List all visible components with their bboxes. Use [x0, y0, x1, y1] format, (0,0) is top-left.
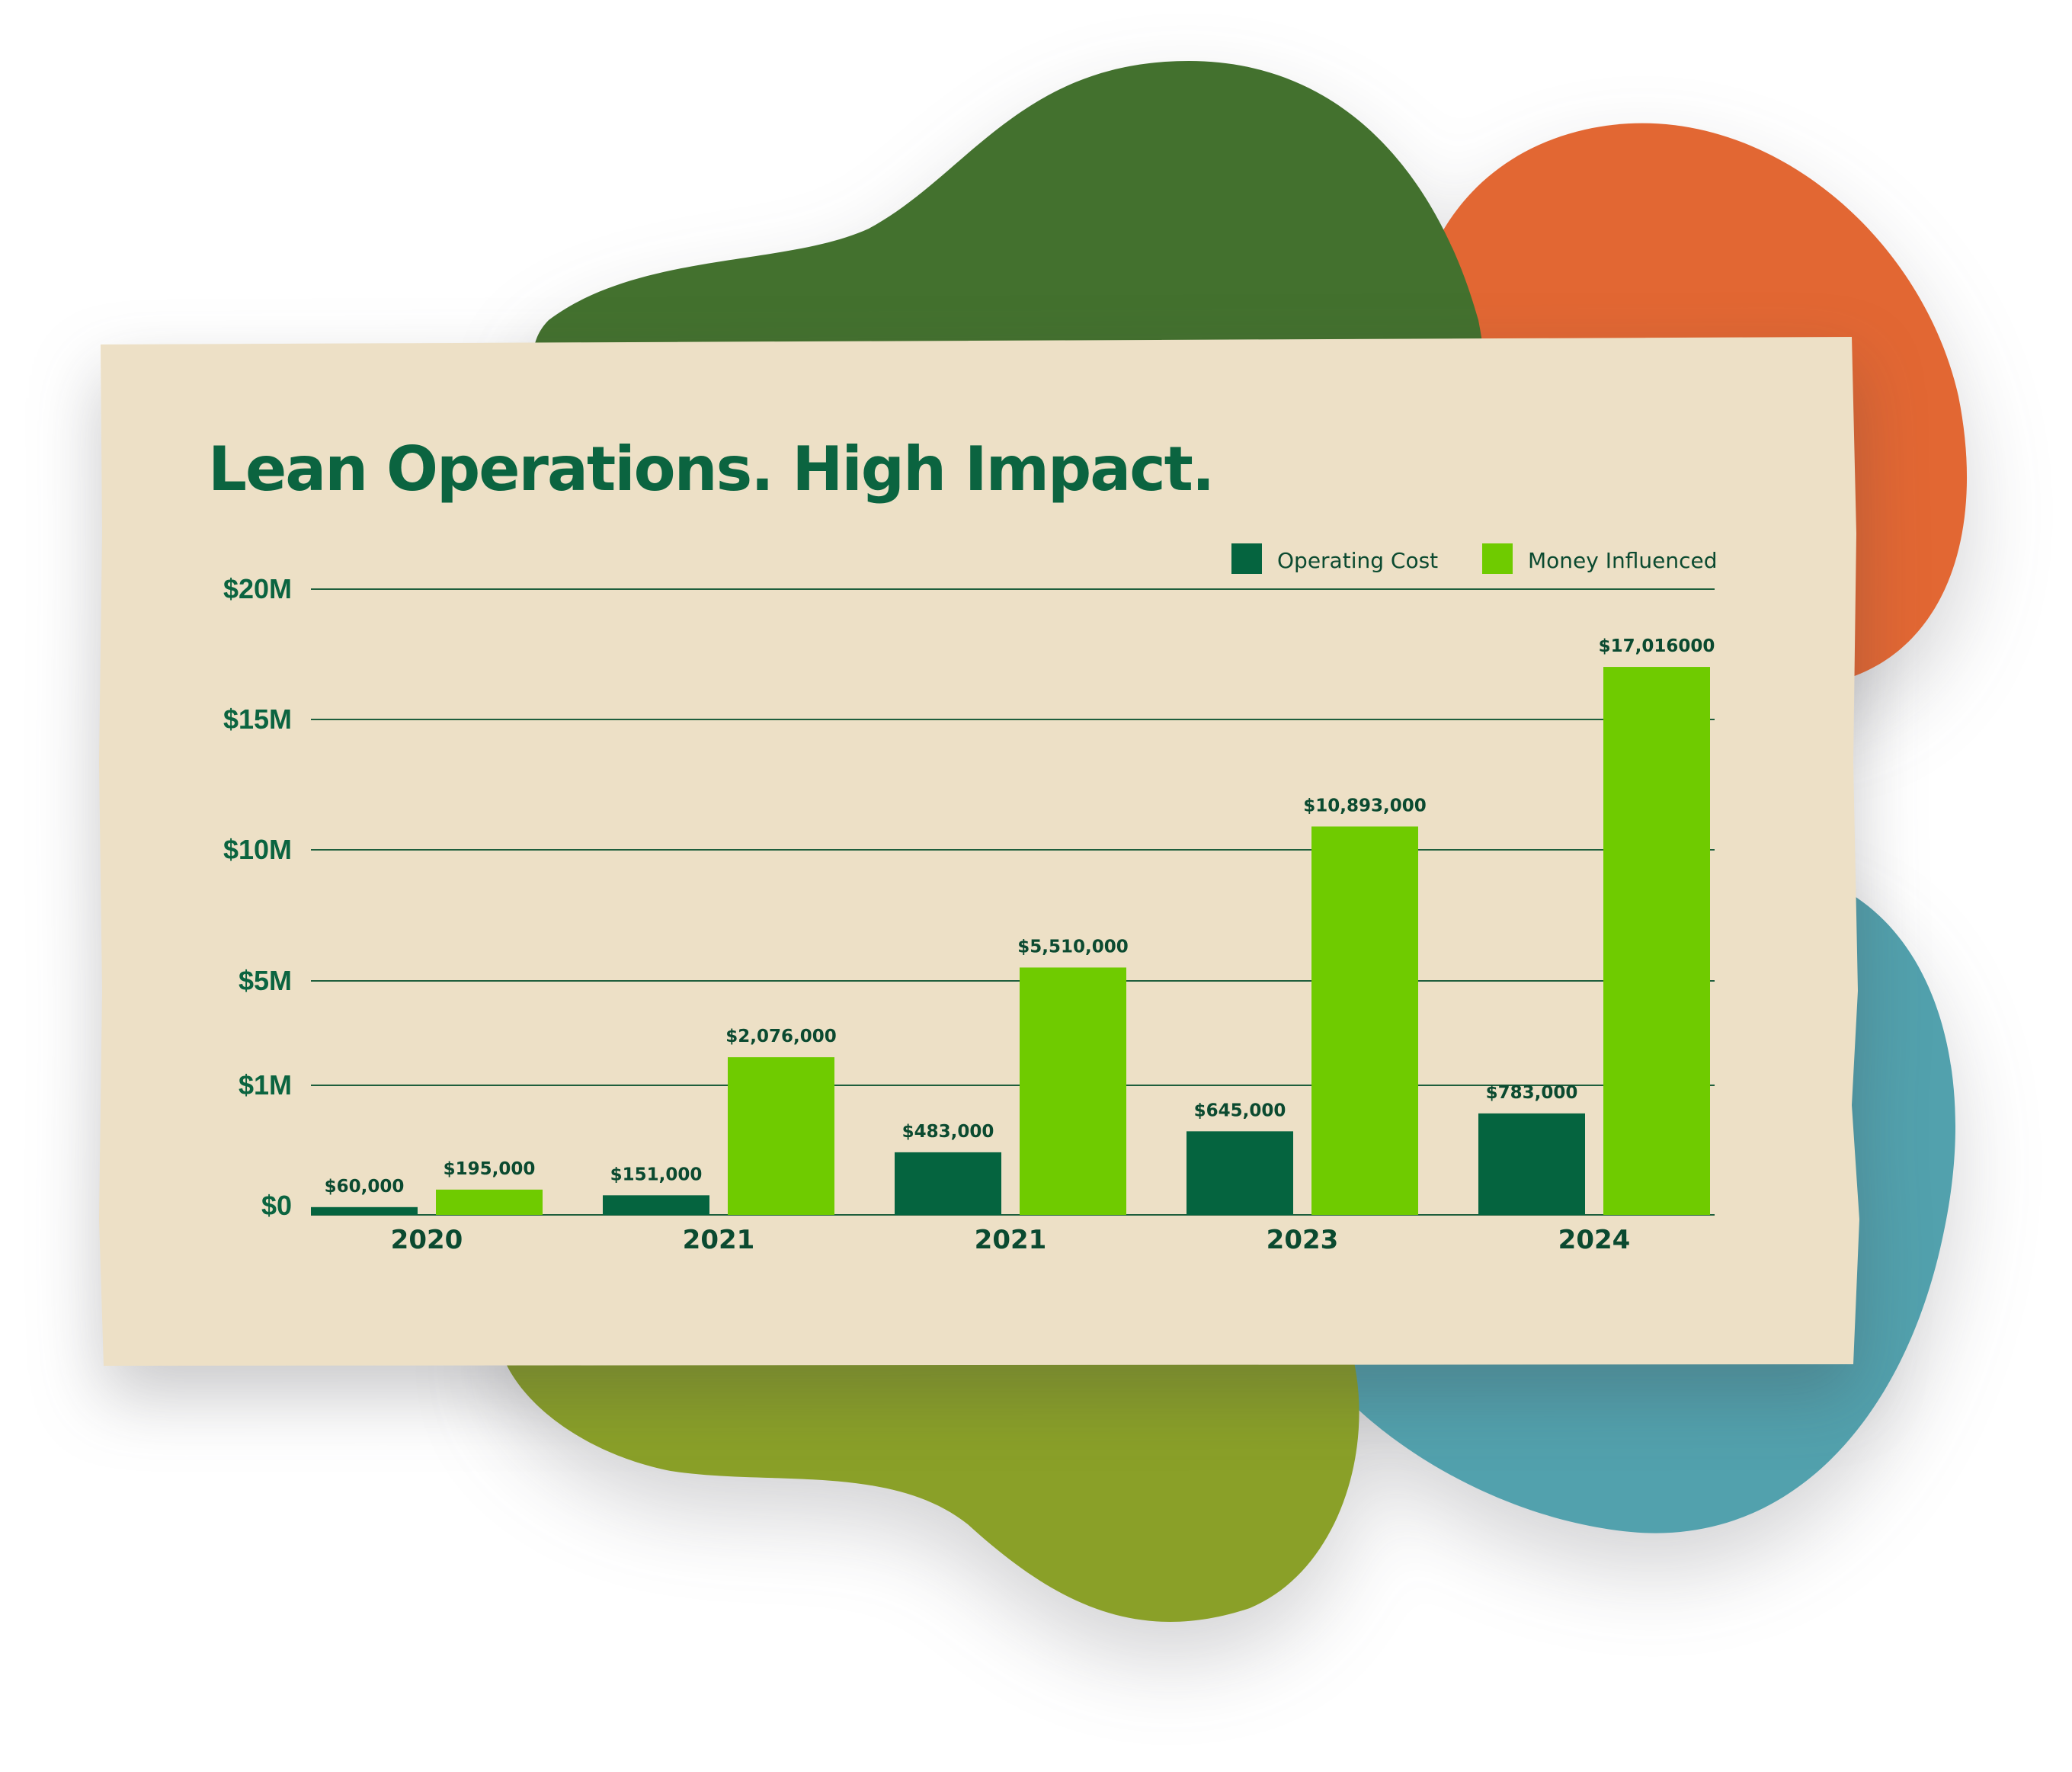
- bar-value-label: $60,000: [325, 1177, 405, 1197]
- bar-value-labels: $60,000 $195,000 $151,000 $2,076,000 $483,00…: [325, 636, 1715, 1197]
- x-axis-ticks: 2020 2021 2021 2023 2024: [391, 1225, 1631, 1255]
- y-tick-label: $20M: [223, 573, 292, 604]
- legend: Operating Cost Money Influenced: [1231, 543, 1718, 574]
- bar-operating-cost: [1187, 1131, 1293, 1215]
- y-tick-label: $5M: [239, 965, 292, 996]
- legend-label-operating-cost: Operating Cost: [1277, 548, 1438, 573]
- bar-operating-cost: [895, 1152, 1001, 1215]
- x-tick-label: 2021: [975, 1225, 1047, 1255]
- y-axis-ticks: $0 $1M $5M $10M $15M $20M: [223, 573, 292, 1221]
- bar-value-label: $17,016000: [1599, 636, 1715, 656]
- legend-label-money-influenced: Money Influenced: [1528, 548, 1718, 573]
- x-tick-label: 2024: [1558, 1225, 1631, 1255]
- bar-value-label: $151,000: [610, 1165, 703, 1184]
- x-tick-label: 2020: [391, 1225, 463, 1255]
- bar-value-label: $645,000: [1194, 1101, 1286, 1120]
- x-tick-label: 2021: [683, 1225, 755, 1255]
- bars: [311, 667, 1710, 1215]
- bar-value-label: $483,000: [902, 1122, 994, 1142]
- bar-value-label: $195,000: [444, 1159, 536, 1179]
- x-tick-label: 2023: [1267, 1225, 1339, 1255]
- y-tick-label: $1M: [239, 1069, 292, 1101]
- y-tick-label: $15M: [223, 703, 292, 735]
- bar-operating-cost: [603, 1195, 709, 1215]
- bar-value-label: $783,000: [1486, 1083, 1578, 1103]
- bar-money-influenced: [728, 1057, 834, 1215]
- legend-swatch-operating-cost: [1231, 543, 1262, 574]
- bar-operating-cost: [1478, 1113, 1585, 1215]
- bar-value-label: $5,510,000: [1017, 937, 1129, 956]
- bar-value-label: $10,893,000: [1303, 796, 1427, 816]
- y-tick-label: $0: [261, 1190, 292, 1221]
- bar-money-influenced: [436, 1189, 543, 1215]
- bar-value-label: $2,076,000: [725, 1027, 837, 1046]
- gridlines: [311, 588, 1715, 1216]
- paper-background: [99, 337, 1859, 1366]
- bar-money-influenced: [1603, 667, 1710, 1215]
- y-tick-label: $10M: [223, 834, 292, 865]
- bar-operating-cost: [311, 1206, 418, 1215]
- bar-money-influenced: [1020, 967, 1126, 1215]
- paper-card: [99, 337, 1859, 1366]
- bar-money-influenced: [1311, 826, 1418, 1215]
- legend-swatch-money-influenced: [1482, 543, 1513, 574]
- chart-title: Lean Operations. High Impact.: [208, 434, 1213, 505]
